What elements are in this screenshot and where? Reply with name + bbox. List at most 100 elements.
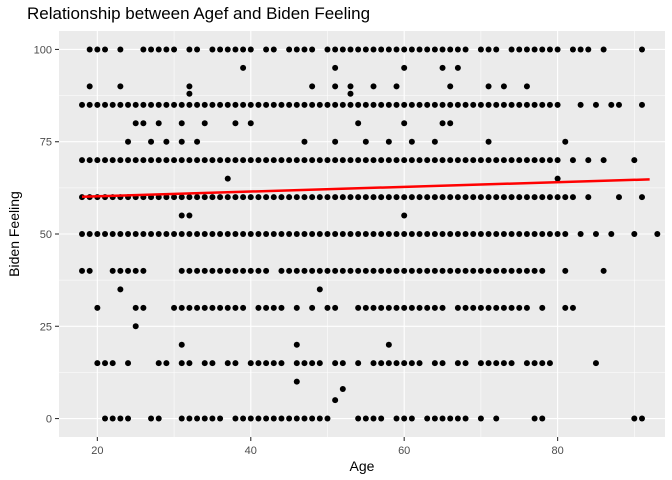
data-point bbox=[470, 194, 477, 201]
y-tick-label: 75 bbox=[40, 137, 52, 149]
data-point bbox=[293, 415, 300, 422]
data-point bbox=[393, 101, 400, 108]
data-point bbox=[431, 304, 438, 311]
data-point bbox=[224, 231, 231, 237]
data-point bbox=[454, 157, 461, 164]
data-point bbox=[309, 231, 316, 237]
data-point bbox=[408, 415, 415, 422]
data-point bbox=[408, 360, 415, 367]
data-point bbox=[516, 231, 523, 237]
data-point bbox=[201, 360, 208, 367]
data-point bbox=[102, 157, 109, 164]
data-point bbox=[546, 101, 553, 108]
data-point bbox=[600, 267, 607, 274]
data-point bbox=[470, 304, 477, 311]
data-point bbox=[424, 101, 431, 108]
data-point bbox=[401, 194, 408, 201]
data-point bbox=[531, 101, 538, 108]
data-point bbox=[194, 101, 201, 108]
data-point bbox=[462, 157, 469, 164]
data-point bbox=[477, 415, 484, 422]
data-point bbox=[339, 267, 346, 274]
data-point bbox=[370, 304, 377, 311]
data-point bbox=[316, 101, 323, 108]
data-point bbox=[631, 157, 638, 164]
data-point bbox=[278, 267, 285, 274]
data-point bbox=[416, 46, 423, 53]
data-point bbox=[217, 231, 224, 237]
data-point bbox=[393, 267, 400, 274]
data-point bbox=[263, 157, 270, 164]
data-point bbox=[531, 360, 538, 367]
data-point bbox=[393, 231, 400, 237]
data-point bbox=[224, 267, 231, 274]
data-point bbox=[324, 267, 331, 274]
data-point bbox=[508, 157, 515, 164]
data-point bbox=[332, 231, 339, 237]
data-point bbox=[508, 267, 515, 274]
data-point bbox=[324, 46, 331, 53]
data-point bbox=[416, 360, 423, 367]
data-point bbox=[332, 138, 339, 145]
data-point bbox=[194, 138, 201, 145]
data-point bbox=[439, 267, 446, 274]
data-point bbox=[79, 267, 86, 274]
data-point bbox=[125, 231, 132, 237]
data-point bbox=[569, 46, 576, 53]
data-point bbox=[309, 415, 316, 422]
data-point bbox=[224, 194, 231, 201]
data-point bbox=[194, 231, 201, 237]
data-point bbox=[592, 360, 599, 367]
data-point bbox=[301, 360, 308, 367]
data-point bbox=[178, 194, 185, 201]
data-point bbox=[293, 378, 300, 385]
data-point bbox=[109, 101, 116, 108]
data-point bbox=[270, 194, 277, 201]
data-point bbox=[224, 175, 231, 182]
data-point bbox=[163, 231, 170, 237]
data-point bbox=[140, 267, 147, 274]
data-point bbox=[217, 267, 224, 274]
data-point bbox=[408, 157, 415, 164]
data-point bbox=[370, 46, 377, 53]
data-point bbox=[339, 231, 346, 237]
data-point bbox=[293, 194, 300, 201]
data-point bbox=[424, 157, 431, 164]
data-point bbox=[454, 101, 461, 108]
data-point bbox=[278, 231, 285, 237]
data-point bbox=[401, 415, 408, 422]
data-point bbox=[270, 360, 277, 367]
data-point bbox=[546, 231, 553, 237]
data-point bbox=[178, 341, 185, 348]
data-point bbox=[531, 46, 538, 53]
data-point bbox=[217, 415, 224, 422]
data-point bbox=[370, 83, 377, 90]
y-axis: 0 25 50 75 100 bbox=[34, 44, 59, 426]
data-point bbox=[186, 194, 193, 201]
data-point bbox=[454, 194, 461, 201]
data-point bbox=[286, 415, 293, 422]
data-point bbox=[362, 101, 369, 108]
data-point bbox=[385, 138, 392, 145]
data-point bbox=[301, 231, 308, 237]
data-point bbox=[201, 120, 208, 127]
data-point bbox=[370, 101, 377, 108]
data-point bbox=[201, 415, 208, 422]
data-point bbox=[485, 231, 492, 237]
data-point bbox=[232, 46, 239, 53]
data-point bbox=[102, 415, 109, 422]
data-point bbox=[178, 212, 185, 219]
data-point bbox=[454, 64, 461, 71]
data-point bbox=[186, 101, 193, 108]
data-point bbox=[332, 360, 339, 367]
data-point bbox=[477, 157, 484, 164]
data-point bbox=[416, 304, 423, 311]
data-point bbox=[240, 46, 247, 53]
data-point bbox=[347, 101, 354, 108]
data-point bbox=[493, 415, 500, 422]
data-point bbox=[508, 101, 515, 108]
data-point bbox=[339, 157, 346, 164]
data-point bbox=[186, 267, 193, 274]
data-point bbox=[194, 194, 201, 201]
data-point bbox=[125, 138, 132, 145]
